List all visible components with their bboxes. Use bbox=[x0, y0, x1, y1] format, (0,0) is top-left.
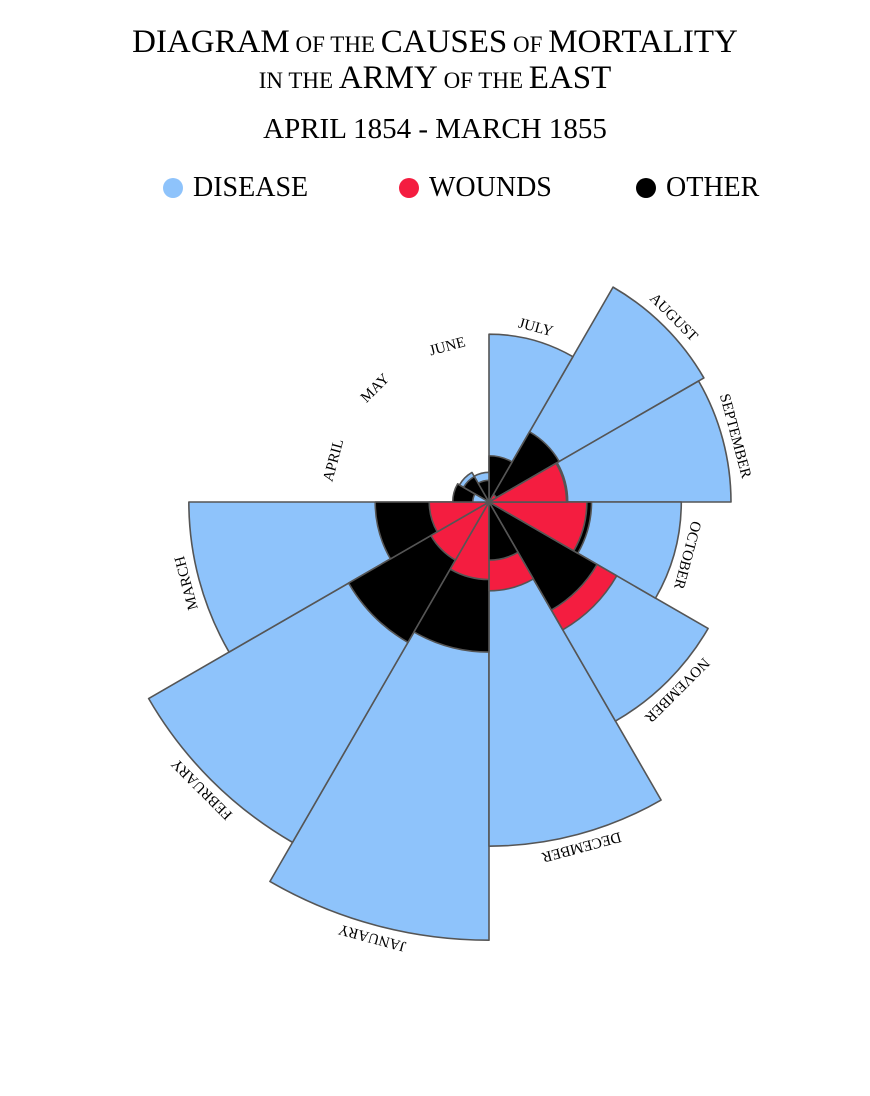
wedge-disease-april bbox=[471, 493, 490, 503]
legend-item-wounds: WOUNDS bbox=[399, 172, 552, 204]
legend-item-disease: DISEASE bbox=[163, 172, 308, 204]
legend-label-wounds: WOUNDS bbox=[429, 172, 552, 203]
chart-title-line1: DIAGRAM OF THE CAUSES OF MORTALITY bbox=[0, 24, 870, 63]
month-label-april: APRIL bbox=[321, 437, 348, 483]
title-word-of-the: OF THE bbox=[289, 32, 381, 57]
title-word-east: EAST bbox=[528, 60, 612, 96]
title-word-of-the-2: OF THE bbox=[437, 68, 529, 93]
wedge-other-december bbox=[488, 501, 519, 561]
wedge-other-august bbox=[488, 431, 560, 503]
wedge-wounds-march bbox=[428, 501, 490, 533]
chart-title-line2: IN THE ARMY OF THE EAST bbox=[0, 60, 870, 99]
title-word-diagram: DIAGRAM bbox=[132, 24, 290, 60]
month-label-june: JUNE bbox=[428, 334, 468, 359]
wedge-other-may bbox=[462, 475, 490, 503]
title-word-army: ARMY bbox=[338, 60, 438, 96]
title-word-of: OF bbox=[507, 32, 549, 57]
wedge-wounds-january bbox=[449, 501, 490, 581]
legend-item-other: OTHER bbox=[636, 172, 759, 204]
wedge-other-july bbox=[488, 454, 513, 503]
chart-subtitle: APRIL 1854 - MARCH 1855 bbox=[263, 113, 607, 145]
wedge-wounds-february bbox=[430, 501, 490, 561]
wedge-wounds-august bbox=[488, 493, 498, 503]
month-label-may: MAY bbox=[358, 371, 393, 406]
wedge-disease-december bbox=[488, 501, 662, 847]
wedge-other-november bbox=[488, 501, 598, 611]
legend-label-other: OTHER bbox=[666, 172, 760, 203]
title-word-in-the: IN THE bbox=[258, 68, 339, 93]
legend: DISEASE WOUNDS OTHER bbox=[0, 172, 870, 208]
title-word-mortality: MORTALITY bbox=[548, 24, 738, 60]
legend-swatch-disease bbox=[163, 178, 183, 198]
title-word-causes: CAUSES bbox=[380, 24, 508, 60]
legend-swatch-other bbox=[636, 178, 656, 198]
legend-label-disease: DISEASE bbox=[193, 172, 309, 203]
month-label-july: JULY bbox=[517, 316, 555, 341]
legend-swatch-wounds bbox=[399, 178, 419, 198]
wedge-wounds-september bbox=[488, 462, 568, 503]
wedge-wounds-october bbox=[488, 501, 588, 552]
wedge-other-june bbox=[477, 479, 490, 503]
